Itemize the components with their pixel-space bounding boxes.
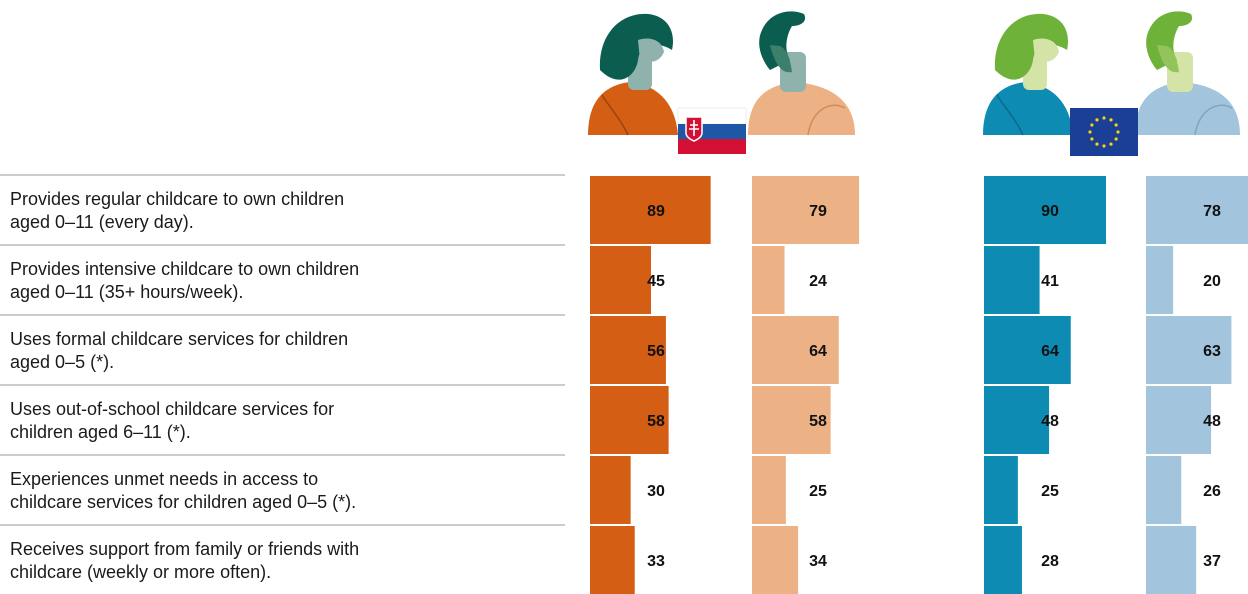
bar [1146,316,1232,384]
value-label: 24 [809,273,827,290]
bar [1146,246,1174,314]
bar [590,246,651,314]
bar [984,386,1050,454]
value-label: 90 [1041,203,1059,220]
value-label: 25 [809,483,827,500]
bar [752,316,839,384]
bar [752,386,831,454]
bar [590,386,669,454]
bar [752,246,785,314]
slovakia-figures [588,11,855,154]
value-label: 45 [647,273,665,290]
bars [590,176,1248,594]
value-label: 20 [1203,273,1221,290]
value-label: 26 [1203,483,1221,500]
row-label: Provides intensive childcare to own chil… [10,259,359,302]
bar [752,456,786,524]
eu-figures [983,11,1240,156]
woman-figure-icon [588,13,678,136]
row-label: Receives support from family or friends … [10,539,359,582]
bar [590,456,631,524]
woman-figure-icon [983,13,1073,136]
value-label: 58 [647,413,665,430]
bar [984,526,1022,594]
bar [590,316,666,384]
value-label: 64 [809,343,827,360]
value-label: 58 [809,413,827,430]
value-label: 41 [1041,273,1059,290]
bar [1146,176,1248,244]
bar [1146,456,1182,524]
value-label: 37 [1203,553,1221,570]
value-label: 89 [647,203,665,220]
bar [1146,526,1197,594]
row-separators [0,174,565,526]
row-label: Uses out-of-school childcare services fo… [10,399,334,442]
value-label: 79 [809,203,827,220]
bar [984,246,1040,314]
value-labels: 89 45 56 58 30 33 79 24 64 58 25 34 90 41 64 48 25 28 78 20… [647,203,1221,570]
value-label: 78 [1203,203,1221,220]
value-label: 48 [1203,413,1221,430]
value-label: 33 [647,553,665,570]
value-label: 64 [1041,343,1059,360]
man-figure-icon [748,11,855,136]
man-figure-icon [1135,11,1240,136]
bar [752,526,799,594]
bar [984,456,1018,524]
row-label: Experiences unmet needs in access to chil… [10,469,356,512]
bar [590,526,635,594]
bar [984,316,1071,384]
value-label: 25 [1041,483,1059,500]
row-label: Uses formal childcare services for child… [10,329,348,372]
value-label: 28 [1041,553,1059,570]
value-label: 30 [647,483,665,500]
bar [752,176,860,244]
value-label: 48 [1041,413,1059,430]
value-label: 63 [1203,343,1221,360]
bar [984,176,1106,244]
slovakia-flag-icon [677,107,747,154]
bar [590,176,711,244]
bar [1146,386,1212,454]
row-label: Provides regular childcare to own childr… [10,189,344,232]
value-label: 34 [809,553,827,570]
eu-flag-icon [1070,108,1138,156]
value-label: 56 [647,343,665,360]
row-labels: Provides regular childcare to own childr… [10,189,359,582]
